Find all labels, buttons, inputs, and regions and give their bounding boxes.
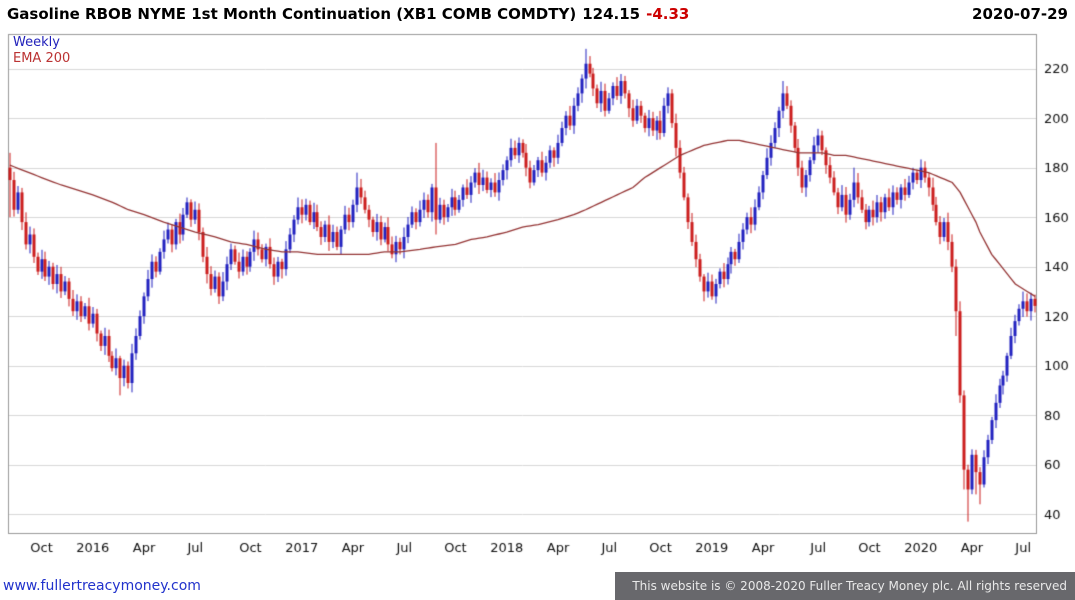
chart-header: Gasoline RBOB NYME 1st Month Continuatio… [0,0,1075,28]
chart-title: Gasoline RBOB NYME 1st Month Continuatio… [7,5,689,23]
last-price: 124.15 [582,5,641,23]
instrument-name: Gasoline RBOB NYME 1st Month Continuatio… [7,5,577,23]
chart-area: Weekly EMA 200 [0,28,1075,572]
chart-legend: Weekly EMA 200 [13,35,70,67]
footer: www.fullertreacymoney.com This website i… [0,572,1075,600]
footer-left: www.fullertreacymoney.com [0,572,615,600]
price-chart-canvas[interactable] [0,28,1075,572]
site-link[interactable]: www.fullertreacymoney.com [3,578,201,594]
ema-label: EMA 200 [13,51,71,66]
chart-date: 2020-07-29 [972,5,1068,23]
copyright-text: This website is © 2008-2020 Fuller Treac… [615,572,1075,600]
timeframe-label: Weekly [13,35,60,50]
price-change: -4.33 [646,5,690,23]
